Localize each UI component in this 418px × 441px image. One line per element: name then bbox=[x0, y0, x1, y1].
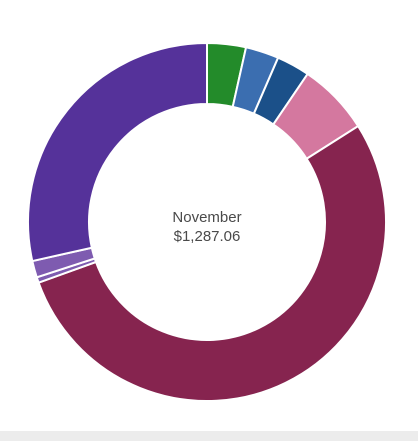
center-total-label: $1,287.06 bbox=[174, 228, 241, 245]
donut-slices bbox=[27, 41, 387, 402]
bottom-strip bbox=[0, 431, 418, 441]
center-month-label: November bbox=[172, 209, 241, 226]
donut-chart: November $1,287.06 bbox=[27, 41, 387, 402]
donut-slice-8[interactable] bbox=[27, 41, 208, 263]
donut-slice-5[interactable] bbox=[37, 124, 387, 402]
